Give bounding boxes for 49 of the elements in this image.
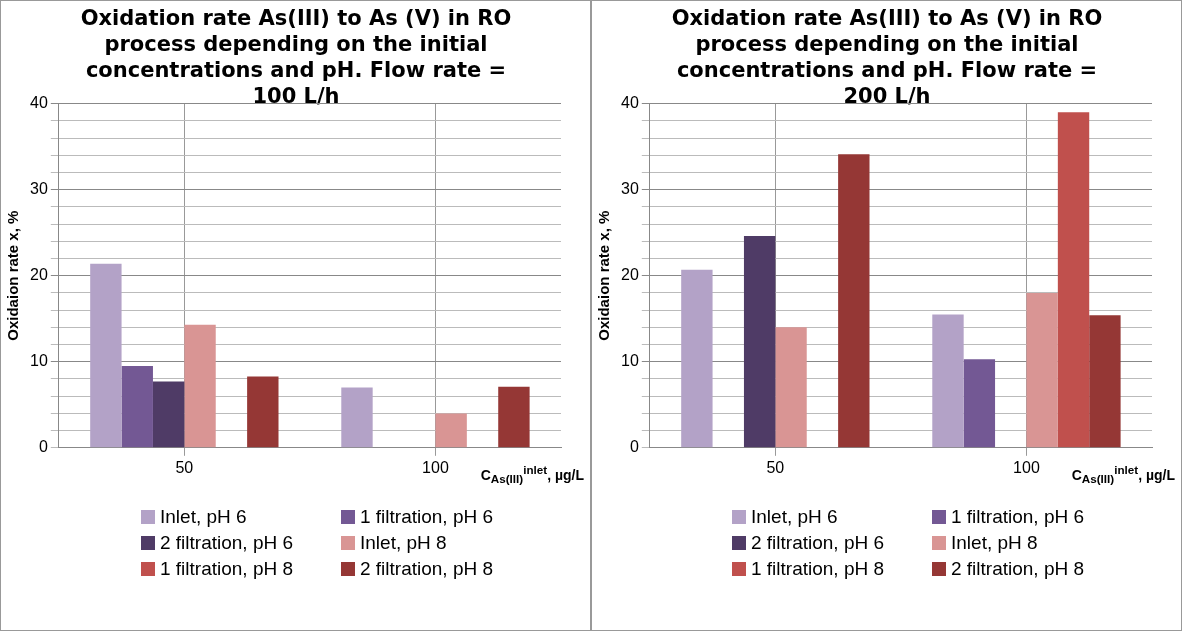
y-tick-label: 0	[38, 438, 48, 456]
y-tick-label: 10	[30, 352, 48, 370]
bar	[963, 359, 996, 448]
y-tick-label: 40	[621, 94, 639, 112]
bar	[775, 327, 807, 448]
y-tick-label: 0	[629, 438, 639, 456]
bar	[681, 269, 713, 448]
legend-label: 1 filtration, pH 6	[360, 506, 494, 528]
bar	[341, 387, 373, 448]
bar	[435, 413, 467, 448]
bar	[838, 154, 870, 448]
bar	[90, 263, 122, 448]
legend-label: Inlet, pH 6	[160, 506, 247, 528]
legend-label: 1 filtration, pH 6	[951, 506, 1085, 528]
bar	[121, 366, 153, 448]
legend-label: Inlet, pH 6	[751, 506, 838, 528]
bar	[152, 381, 185, 448]
y-tick-label: 30	[621, 180, 639, 198]
y-tick-label: 10	[621, 352, 639, 370]
bar	[247, 376, 279, 448]
y-tick-label: 30	[30, 180, 48, 198]
y-tick-label: 20	[30, 266, 48, 284]
x-tick-label: 100	[422, 458, 449, 476]
bar	[1089, 315, 1121, 448]
bar	[184, 324, 216, 448]
legend-label: 2 filtration, pH 6	[751, 532, 885, 554]
legend-label: 1 filtration, pH 8	[160, 558, 294, 580]
y-axis-title: Oxidaion rate x, %	[595, 210, 613, 341]
chart-title: Oxidation rate As(III) to As (V) in RO process depending on the initial concentrations and pH. Flow rate = 100 L/h	[79, 5, 513, 109]
legend-label: 1 filtration, pH 8	[751, 558, 885, 580]
x-tick-label: 50	[175, 458, 194, 476]
legend-label: 2 filtration, pH 8	[360, 558, 494, 580]
x-axis-title: C$_{As(III)}$$^{inlet}$, µg/L	[1071, 463, 1175, 486]
legend-label: 2 filtration, pH 6	[160, 532, 294, 554]
bar	[1026, 292, 1058, 448]
bar	[1057, 112, 1090, 448]
chart-title: Oxidation rate As(III) to As (V) in RO process depending on the initial concentrations and pH. Flow rate = 200 L/h	[670, 5, 1104, 109]
legend-label: 2 filtration, pH 8	[951, 558, 1085, 580]
bar	[498, 386, 530, 448]
bar	[932, 314, 964, 448]
x-tick-label: 50	[766, 458, 785, 476]
x-tick-label: 100	[1013, 458, 1040, 476]
x-axis-title: C$_{As(III)}$$^{inlet}$, µg/L	[480, 463, 584, 486]
y-axis-title: Oxidaion rate x, %	[4, 210, 22, 341]
legend-label: Inlet, pH 8	[360, 532, 447, 554]
y-tick-label: 20	[621, 266, 639, 284]
legend-label: Inlet, pH 8	[951, 532, 1038, 554]
bar	[743, 236, 776, 448]
y-tick-label: 40	[30, 94, 48, 112]
